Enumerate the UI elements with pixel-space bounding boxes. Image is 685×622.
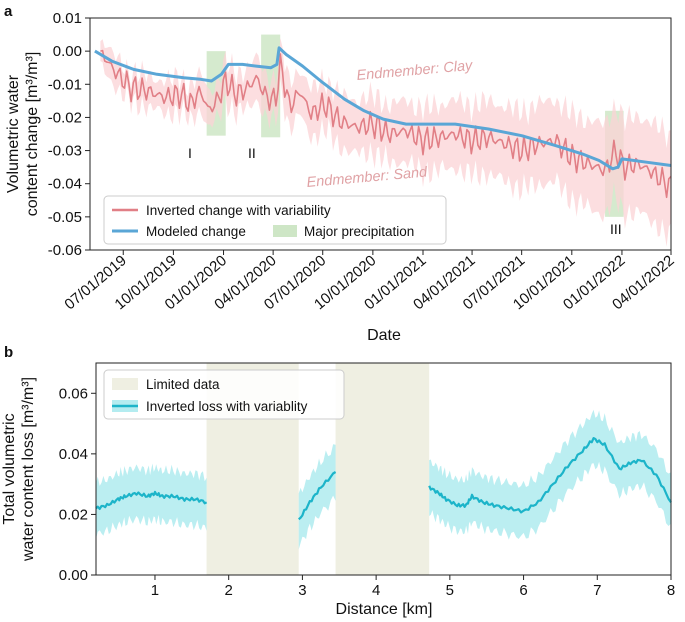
annotation-sand: Endmember: Sand (306, 164, 429, 191)
b-y-axis: 0.00 0.02 0.04 0.06 (59, 385, 96, 584)
b-x-tick-label: 4 (372, 582, 380, 599)
b-x-axis-title: Distance [km] (336, 601, 433, 618)
b-x-tick-label: 2 (225, 582, 233, 599)
b-legend-limited-label: Limited data (146, 377, 220, 392)
a-y-tick-label: 0.01 (53, 10, 82, 27)
a-y-tick-label: -0.05 (48, 209, 82, 226)
a-y-tick-label: -0.02 (48, 109, 82, 126)
inverted-loss-line (95, 490, 208, 510)
b-legend-limited-swatch (112, 378, 138, 390)
b-variability-band (96, 409, 671, 550)
a-y-tick-label: -0.03 (48, 143, 82, 160)
a-legend: Inverted change with variability Modeled… (103, 195, 447, 245)
annotation-period-III: III (610, 221, 622, 237)
panel-a-label: a (4, 3, 13, 20)
inverted-loss-line (298, 471, 337, 521)
b-y-tick-label: 0.04 (59, 446, 88, 463)
b-x-tick-label: 7 (593, 582, 601, 599)
panel-b-label: b (4, 344, 13, 361)
a-legend-inverted-label: Inverted change with variability (146, 203, 331, 218)
limited-data-region (335, 363, 430, 575)
b-x-tick-label: 5 (446, 582, 454, 599)
a-series (94, 46, 672, 199)
a-x-axis: 07/01/201910/01/201901/01/202004/01/2020… (61, 250, 678, 313)
b-y-tick-label: 0.06 (59, 385, 88, 402)
inverted-variability-band (100, 37, 671, 247)
a-y-axis-title-line2: content change [m³/m³] (24, 52, 41, 217)
modeled-change-line (94, 46, 672, 171)
annotation-period-II: II (248, 145, 256, 161)
b-legend: Limited data Inverted loss with variabli… (103, 369, 345, 420)
loss-variability-band (298, 444, 336, 550)
inverted-loss-line (428, 437, 672, 514)
b-y-axis-title-line1: Total volumetric (1, 413, 18, 524)
a-y-axis-title-line1: Volumetric water (5, 74, 22, 193)
b-x-tick-label: 1 (151, 582, 159, 599)
b-x-tick-label: 3 (298, 582, 306, 599)
a-y-axis: 0.01 0.00 -0.01 -0.02 -0.03 -0.04 -0.05 -0.06 (48, 10, 90, 259)
panel-b: b 0.00 0.02 0.04 0.06 1 2 3 4 5 6 7 8 Limited data… (1, 344, 675, 618)
b-plot-frame (95, 362, 672, 576)
b-series (95, 437, 672, 521)
loss-variability-band (429, 409, 671, 540)
a-legend-precip-label: Major precipitation (304, 224, 414, 239)
a-y-tick-label: 0.00 (53, 43, 82, 60)
a-legend-precip-swatch (273, 225, 297, 237)
b-legend-box (103, 369, 345, 420)
b-x-axis: 1 2 3 4 5 6 7 8 (151, 575, 675, 599)
a-y-tick-label: -0.04 (48, 176, 82, 193)
b-legend-inverted-label: Inverted loss with variablity (146, 399, 308, 414)
panel-a: a 0.01 0.00 -0.01 -0.02 -0.03 -0.04 -0.05 -0.06… (4, 3, 678, 344)
a-y-tick-label: -0.01 (48, 76, 82, 93)
a-variability-band (100, 37, 671, 247)
loss-variability-band (96, 463, 207, 539)
b-x-tick-label: 8 (667, 582, 675, 599)
annotation-period-I: I (188, 145, 192, 161)
b-y-tick-label: 0.02 (59, 506, 88, 523)
a-plot-frame (89, 17, 672, 251)
a-legend-modeled-label: Modeled change (146, 224, 246, 239)
b-x-tick-label: 6 (519, 582, 527, 599)
b-y-axis-title-line2: water content loss [m³/m³] (20, 377, 37, 562)
b-y-tick-label: 0.00 (59, 567, 88, 584)
annotation-clay: Endmember: Clay (356, 58, 474, 84)
a-y-tick-label: -0.06 (48, 242, 82, 259)
a-legend-box (103, 195, 447, 245)
a-x-axis-title: Date (367, 327, 401, 344)
